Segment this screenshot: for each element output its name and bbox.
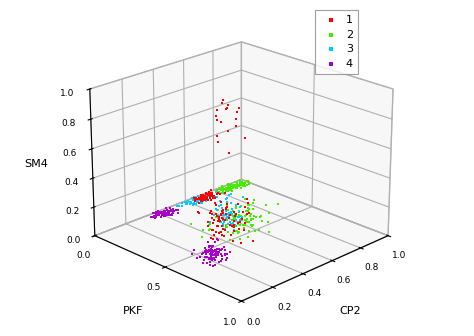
Y-axis label: PKF: PKF (123, 306, 143, 316)
Legend: 1, 2, 3, 4: 1, 2, 3, 4 (315, 10, 358, 74)
X-axis label: CP2: CP2 (339, 306, 361, 316)
